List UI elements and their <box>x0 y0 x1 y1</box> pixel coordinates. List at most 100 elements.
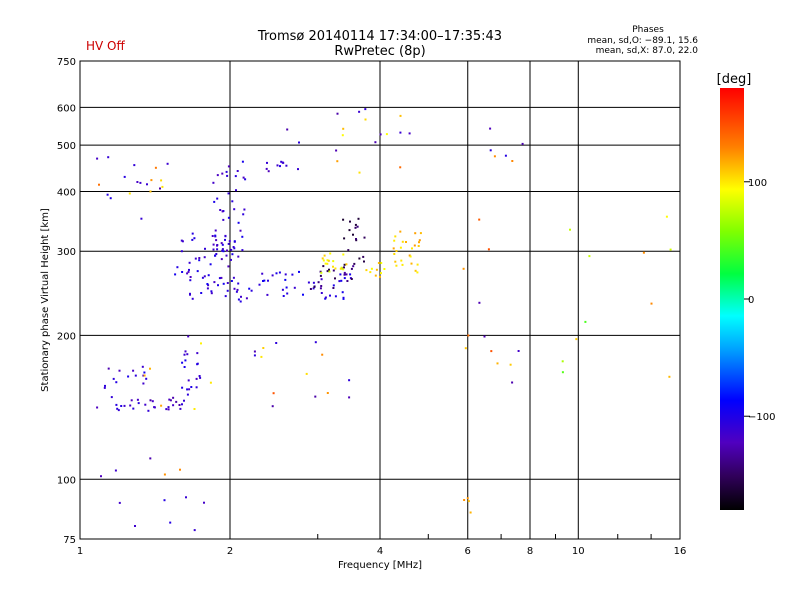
grid-lines <box>80 61 680 539</box>
data-point <box>161 185 164 188</box>
data-point <box>180 250 183 253</box>
data-point <box>201 276 204 279</box>
data-point <box>340 266 343 269</box>
data-point <box>332 265 334 268</box>
data-point <box>341 291 344 294</box>
data-point <box>180 239 183 242</box>
data-point <box>226 249 228 252</box>
data-point <box>109 197 112 200</box>
data-point <box>149 367 151 370</box>
data-point <box>263 279 266 282</box>
data-point <box>243 208 246 211</box>
data-point <box>357 217 360 220</box>
data-point <box>234 175 237 178</box>
data-point <box>414 269 417 272</box>
data-point <box>343 266 345 269</box>
data-point <box>358 171 361 174</box>
data-point <box>207 284 210 287</box>
data-point <box>349 273 352 276</box>
data-point <box>286 292 289 295</box>
data-point <box>242 176 245 179</box>
data-point <box>195 386 198 389</box>
data-point <box>363 260 365 263</box>
data-point <box>569 228 571 231</box>
data-point <box>237 282 240 285</box>
data-point <box>509 363 512 366</box>
data-point <box>181 240 184 243</box>
y-tick-label: 500 <box>57 141 76 152</box>
data-point <box>214 234 217 237</box>
data-point <box>181 361 184 364</box>
data-point <box>267 279 269 282</box>
data-point <box>343 277 346 280</box>
data-point <box>399 246 402 249</box>
data-point <box>176 266 179 269</box>
data-point <box>411 247 413 250</box>
data-point <box>307 281 310 284</box>
data-point <box>338 280 341 283</box>
data-point <box>132 407 135 410</box>
data-point <box>209 263 212 266</box>
data-point <box>250 289 253 292</box>
data-point <box>232 246 235 248</box>
data-point <box>227 265 230 268</box>
data-point <box>345 273 348 276</box>
data-point <box>203 256 206 259</box>
data-point <box>343 263 346 266</box>
data-point <box>314 341 317 344</box>
data-point <box>380 272 382 275</box>
x-tick-label: 16 <box>674 546 687 557</box>
data-point <box>326 262 329 265</box>
data-point <box>181 403 183 406</box>
data-point <box>214 254 216 257</box>
data-point <box>150 179 153 182</box>
data-point <box>183 366 186 368</box>
data-point <box>291 273 294 276</box>
data-point <box>200 292 203 294</box>
data-point <box>352 265 355 268</box>
data-point <box>345 263 348 266</box>
data-point <box>394 260 397 263</box>
data-point <box>669 248 672 251</box>
data-point <box>160 404 163 407</box>
data-point <box>511 160 514 162</box>
data-point <box>336 160 339 163</box>
data-point <box>233 240 236 243</box>
data-point <box>186 272 189 275</box>
data-point <box>172 396 175 399</box>
data-point <box>260 355 263 358</box>
data-point <box>175 400 178 403</box>
data-point <box>123 175 126 178</box>
data-point <box>133 164 136 167</box>
data-point <box>179 468 181 471</box>
data-point <box>278 271 281 274</box>
chart-title: Tromsø 20140114 17:34:00–17:35:43 <box>257 29 502 44</box>
data-point <box>98 183 100 186</box>
data-point <box>334 295 337 298</box>
data-point <box>326 270 329 273</box>
data-point <box>123 404 126 407</box>
data-point <box>395 264 398 267</box>
data-point <box>409 255 412 258</box>
data-point <box>220 258 223 261</box>
data-point <box>504 154 507 157</box>
data-point <box>261 272 264 275</box>
data-point <box>235 290 238 293</box>
data-point <box>216 248 219 251</box>
data-point <box>462 267 465 270</box>
data-point <box>199 376 202 379</box>
data-point <box>140 217 143 220</box>
data-point <box>221 249 224 252</box>
data-point <box>349 220 351 223</box>
data-point <box>399 166 402 169</box>
data-point <box>375 268 378 271</box>
data-point <box>395 250 398 252</box>
data-point <box>191 297 194 300</box>
data-point <box>151 400 154 403</box>
data-point <box>145 377 148 380</box>
data-point <box>172 404 175 407</box>
data-point <box>413 244 416 247</box>
data-point <box>342 253 345 256</box>
data-point <box>284 278 287 281</box>
data-point <box>181 386 184 389</box>
